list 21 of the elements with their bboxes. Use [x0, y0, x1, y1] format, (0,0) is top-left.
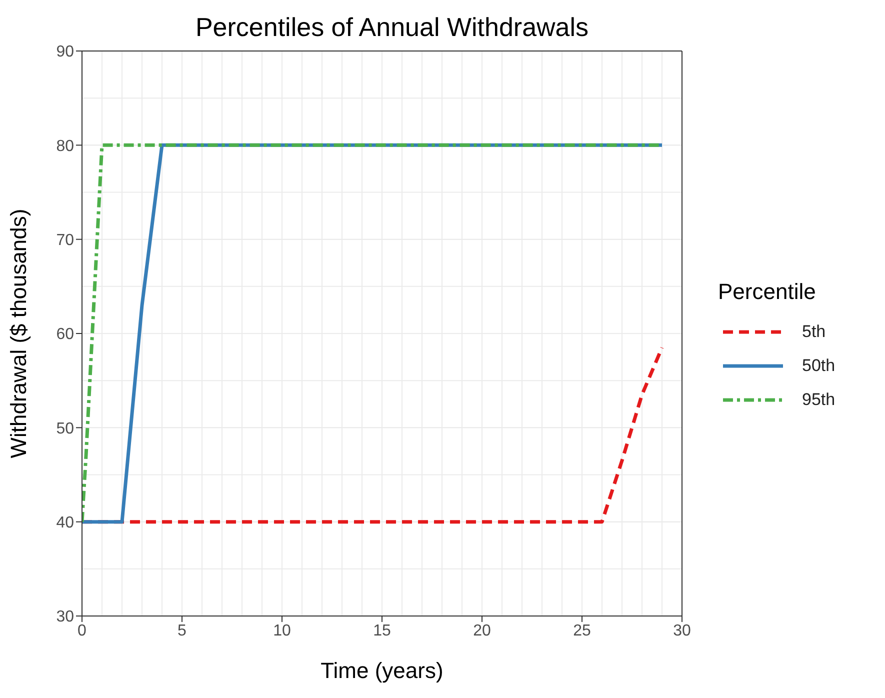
y-tick-label: 50 [56, 420, 74, 438]
y-tick-label: 90 [56, 44, 74, 61]
x-tick-label: 10 [273, 622, 291, 640]
x-tick-label: 15 [373, 622, 391, 640]
legend-label: 95th [802, 390, 836, 410]
x-tick-label: 5 [178, 622, 187, 640]
x-tick-label: 30 [673, 622, 691, 640]
x-tick-label: 25 [573, 622, 591, 640]
x-axis-title: Time (years) [320, 658, 444, 683]
y-tick-label: 40 [56, 514, 74, 532]
y-tick-label: 60 [56, 326, 74, 344]
legend-label: 5th [802, 322, 826, 342]
legend-label: 50th [802, 356, 836, 376]
y-tick-label: 30 [56, 608, 74, 626]
chart-title: Percentiles of Annual Withdrawals [194, 12, 590, 43]
x-tick-label: 20 [473, 622, 491, 640]
legend-title: Percentile [718, 279, 817, 305]
x-tick-label: 0 [78, 622, 87, 640]
y-tick-label: 80 [56, 138, 74, 155]
y-tick-label: 70 [56, 232, 74, 250]
y-axis-title: Withdrawal ($ thousands) [6, 208, 31, 458]
